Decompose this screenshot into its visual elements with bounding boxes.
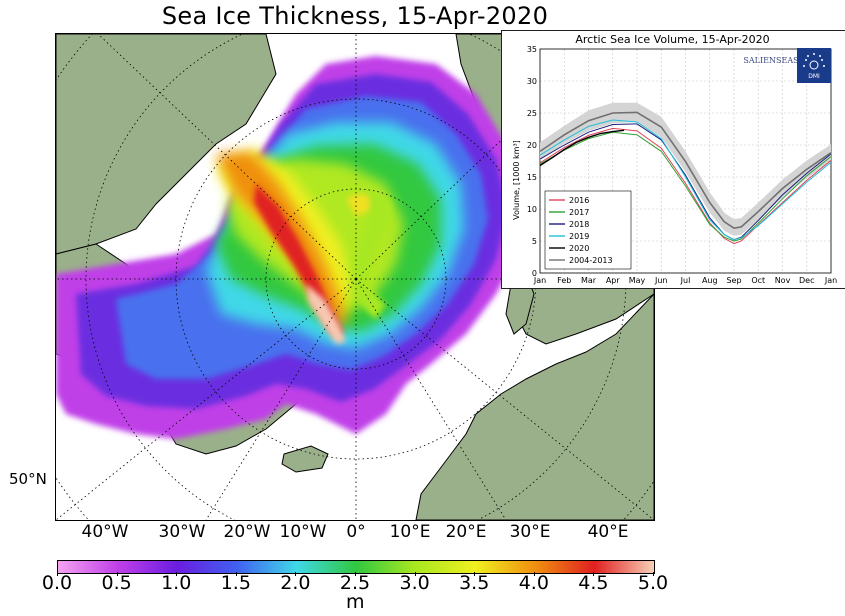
inset-x-tick-label: Mar (581, 276, 597, 285)
inset-series-line (539, 111, 832, 230)
sea-ice-thickness-field (56, 56, 526, 439)
inset-x-tick-label: Dec (799, 276, 814, 285)
colorbar-tick (653, 572, 654, 576)
thickness-colorbar (57, 560, 655, 574)
inset-y-tick-label: 20 (527, 141, 537, 150)
inset-title: Arctic Sea Ice Volume, 15-Apr-2020 (575, 33, 770, 46)
colorbar-tick-label: 3.5 (459, 572, 490, 594)
inset-y-tick-label: 10 (527, 205, 537, 214)
inset-legend-label: 2018 (569, 220, 589, 229)
inset-y-tick-label: 35 (527, 45, 537, 54)
map-title: Sea Ice Thickness, 15-Apr-2020 (161, 2, 549, 30)
colorbar-tick (176, 572, 178, 576)
inset-y-tick-label: 5 (532, 237, 537, 246)
inset-series-line (539, 127, 832, 245)
colorbar-tick-label: 3.0 (399, 572, 430, 594)
latitude-label: 50°N (9, 470, 47, 488)
inset-series-line (539, 131, 832, 242)
inset-legend-label: 2019 (569, 232, 589, 241)
colorbar-tick-label: 2.5 (339, 572, 371, 594)
inset-series-line (539, 123, 832, 241)
inset-series-line (539, 129, 625, 167)
dmi-logo-text: DMI (808, 73, 820, 80)
inset-legend-label: 2020 (569, 244, 589, 253)
longitude-label: 40°E (587, 522, 629, 542)
inset-x-tick-label: Sep (726, 276, 741, 285)
colorbar-tick-label: 5.0 (637, 572, 669, 594)
longitude-label: 0° (346, 522, 366, 542)
land-scandinavia (415, 293, 654, 520)
inset-y-tick-label: 30 (527, 77, 537, 86)
inset-plot: 0 5 10 15 20 25 30 35 Jan Feb Mar Apr May Jun Jul Aug Se… (512, 45, 837, 285)
inset-y-tick-label: 25 (527, 109, 537, 118)
inset-x-tick-label: Jun (654, 276, 668, 285)
inset-y-tick-label: 15 (527, 173, 537, 182)
brand-label: SALIENSEAS (743, 56, 798, 65)
sea-ice-map (55, 33, 655, 521)
inset-y-tick-label: 0 (532, 269, 537, 278)
colorbar-tick (235, 572, 237, 576)
colorbar-tick-label: 1.0 (161, 572, 192, 594)
colorbar-tick-label: 2.0 (280, 572, 311, 594)
inset-x-tick-label: May (629, 276, 646, 285)
inset-series-line (539, 119, 832, 241)
colorbar-tick (57, 572, 58, 576)
inset-range-band (540, 102, 831, 236)
colorbar-tick (295, 572, 297, 576)
inset-x-tick-label: Oct (751, 276, 765, 285)
inset-legend-label: 2016 (569, 196, 589, 205)
longitude-label: 30°W (158, 522, 206, 542)
colorbar-tick-label: 0.5 (101, 572, 132, 594)
colorbar-tick (355, 572, 356, 576)
longitude-label: 20°E (445, 522, 487, 542)
longitude-label: 20°W (223, 522, 271, 542)
inset-legend-label: 2004-2013 (569, 256, 613, 265)
colorbar-tick (414, 572, 416, 576)
colorbar-tick-label: 0.0 (41, 572, 73, 594)
colorbar-unit: m (346, 591, 365, 613)
colorbar-tick-label: 1.5 (220, 572, 251, 594)
inset-x-tick-label: Feb (557, 276, 571, 285)
inset-x-tick-label: Jan (824, 276, 837, 285)
inset-x-tick-label: Nov (775, 276, 791, 285)
colorbar-tick (116, 572, 118, 576)
inset-legend-box (544, 190, 632, 270)
colorbar-tick (474, 572, 476, 576)
colorbar-tick (593, 572, 595, 576)
longitude-label: 10°E (389, 522, 431, 542)
land-iceland (281, 445, 329, 473)
colorbar-tick-label: 4.0 (518, 572, 549, 594)
longitude-label: 40°W (81, 522, 129, 542)
longitude-label: 30°E (509, 522, 551, 542)
inset-x-tick-label: Jul (680, 276, 691, 285)
inset-x-tick-label: Jan (533, 276, 546, 285)
colorbar-tick (533, 572, 535, 576)
inset-x-tick-label: Aug (702, 276, 718, 285)
inset-legend-label: 2017 (569, 208, 589, 217)
inset-y-axis-label: Volume, [1000 km³] (512, 140, 521, 220)
colorbar-tick-label: 4.5 (578, 572, 609, 594)
longitude-label: 10°W (279, 522, 327, 542)
inset-x-tick-label: Apr (606, 276, 621, 285)
